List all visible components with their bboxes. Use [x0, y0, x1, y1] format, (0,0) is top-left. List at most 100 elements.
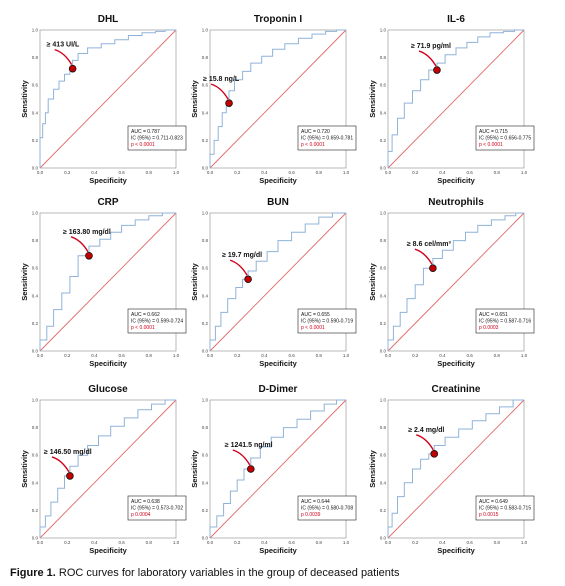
- y-tick-label: 0.8: [32, 238, 39, 243]
- x-axis-label: Specificity: [259, 359, 297, 368]
- y-tick-label: 0.4: [32, 110, 39, 115]
- y-tick-label: 0.4: [380, 293, 387, 298]
- y-tick-label: 1.0: [32, 211, 39, 216]
- y-tick-label: 0.8: [380, 55, 387, 60]
- ic-text: IC (95%) = 0.599-0.724: [131, 319, 183, 325]
- y-tick-label: 0.4: [380, 110, 387, 115]
- x-tick-label: 0.4: [91, 353, 98, 358]
- cutoff-marker: [244, 275, 252, 284]
- y-tick-label: 1.0: [202, 28, 209, 33]
- x-tick-label: 0.0: [385, 540, 392, 545]
- y-tick-label: 0.0: [32, 166, 39, 171]
- roc-curve: [39, 212, 176, 351]
- y-axis-label: Sensitivity: [20, 449, 29, 487]
- x-tick-label: 0.2: [234, 353, 241, 358]
- p-value-text: p < 0.0001: [301, 142, 325, 148]
- x-tick-label: 0.8: [146, 353, 153, 358]
- y-tick-label: 0.2: [32, 508, 39, 513]
- x-tick-label: 1.0: [173, 170, 180, 175]
- roc-curve: [39, 29, 176, 168]
- x-tick-label: 0.2: [412, 170, 419, 175]
- x-tick-label: 0.2: [412, 353, 419, 358]
- panel-title: BUN: [267, 197, 289, 208]
- cutoff-arrow: [416, 434, 434, 451]
- y-tick-label: 0.2: [202, 138, 209, 143]
- y-tick-label: 0.8: [202, 55, 209, 60]
- cutoff-label: ≥ 71.9 pg/ml: [411, 43, 451, 50]
- y-tick-label: 0.6: [202, 83, 209, 88]
- y-axis-label: Sensitivity: [368, 79, 377, 117]
- x-tick-label: 0.0: [37, 353, 44, 358]
- roc-panel-7: Glucose 0.00.0 0.2 0.2 0.4 0.4 0.6 0.6 0.8 0.8 1.0…: [20, 384, 187, 555]
- cutoff-label: ≥ 19.7 mg/dl: [222, 252, 262, 259]
- x-tick-label: 0.6: [118, 170, 125, 175]
- y-axis-label: Sensitivity: [20, 79, 29, 117]
- reference-line: [39, 212, 177, 352]
- y-tick-label: 0.4: [202, 480, 209, 485]
- x-tick-label: 0.2: [234, 540, 241, 545]
- ic-text: IC (95%) = 0.573-0.702: [131, 506, 183, 512]
- cutoff-arrow: [210, 83, 229, 100]
- roc-curve: [387, 29, 524, 168]
- ic-text: IC (95%) = 0.659-0.781: [301, 136, 353, 142]
- x-axis-label: Specificity: [437, 359, 475, 368]
- x-tick-label: 0.8: [146, 540, 153, 545]
- y-tick-label: 1.0: [202, 398, 209, 403]
- y-tick-label: 1.0: [202, 211, 209, 216]
- x-tick-label: 0.0: [207, 353, 214, 358]
- x-tick-label: 0.8: [316, 353, 323, 358]
- x-tick-label: 0.4: [261, 170, 268, 175]
- x-tick-label: 0.2: [234, 170, 241, 175]
- x-tick-label: 0.6: [466, 540, 473, 545]
- y-tick-label: 0.8: [202, 425, 209, 430]
- y-tick-label: 1.0: [32, 398, 39, 403]
- p-value-text: p 0.0004: [131, 512, 151, 518]
- y-tick-label: 0.4: [32, 480, 39, 485]
- reference-line: [209, 29, 347, 169]
- stats-box: [475, 495, 535, 521]
- x-tick-label: 0.4: [261, 540, 268, 545]
- y-tick-label: 0.0: [32, 349, 39, 354]
- x-tick-label: 0.6: [118, 540, 125, 545]
- roc-panel-5: BUN 0.00.0 0.2 0.2 0.4 0.4 0.6 0.6 0.8 0.8 1.0 1.0 S…: [190, 197, 357, 368]
- roc-panel-1: DHL 0.00.0 0.2 0.2 0.4 0.4 0.6 0.6 0.8 0.8 1.0 1.0 S…: [20, 14, 187, 185]
- roc-curve: [209, 399, 346, 538]
- cutoff-marker: [68, 64, 77, 73]
- y-tick-label: 0.2: [380, 321, 387, 326]
- auc-text: AUC = 0.649: [479, 499, 508, 505]
- y-tick-label: 0.8: [380, 425, 387, 430]
- caption-label: Figure 1.: [10, 567, 56, 579]
- y-tick-label: 0.6: [380, 83, 387, 88]
- roc-curve: [387, 212, 524, 351]
- ic-text: IC (95%) = 0.711-0.823: [131, 136, 183, 142]
- x-tick-label: 0.2: [64, 353, 71, 358]
- panel-title: Creatinine: [432, 384, 481, 395]
- reference-line: [387, 399, 525, 539]
- cutoff-arrow: [414, 248, 433, 265]
- ic-text: IC (95%) = 0.587-0.716: [479, 319, 531, 325]
- auc-text: AUC = 0.655: [301, 312, 330, 318]
- x-tick-label: 0.4: [91, 540, 98, 545]
- x-axis-label: Specificity: [437, 176, 475, 185]
- y-tick-label: 1.0: [32, 28, 39, 33]
- p-value-text: p 0.0003: [479, 325, 499, 331]
- x-tick-label: 0.2: [412, 540, 419, 545]
- cutoff-arrow: [232, 449, 251, 466]
- y-axis-label: Sensitivity: [368, 262, 377, 300]
- x-tick-label: 0.2: [64, 540, 71, 545]
- x-tick-label: 0.2: [64, 170, 71, 175]
- reference-line: [209, 399, 347, 539]
- roc-panel-3: IL-6 0.00.0 0.2 0.2 0.4 0.4 0.6 0.6 0.8 0.8 1.0 1.0…: [368, 14, 535, 185]
- x-axis-label: Specificity: [437, 546, 475, 555]
- p-value-text: p < 0.0001: [131, 325, 155, 331]
- p-value-text: p < 0.0001: [131, 142, 155, 148]
- auc-text: AUC = 0.715: [479, 129, 508, 135]
- roc-curve: [209, 29, 346, 168]
- x-axis-label: Specificity: [259, 176, 297, 185]
- panel-title: IL-6: [447, 14, 465, 25]
- y-tick-label: 0.4: [380, 480, 387, 485]
- roc-curve: [39, 399, 176, 538]
- x-tick-label: 1.0: [343, 540, 350, 545]
- y-tick-label: 0.6: [380, 453, 387, 458]
- x-tick-label: 0.0: [207, 170, 214, 175]
